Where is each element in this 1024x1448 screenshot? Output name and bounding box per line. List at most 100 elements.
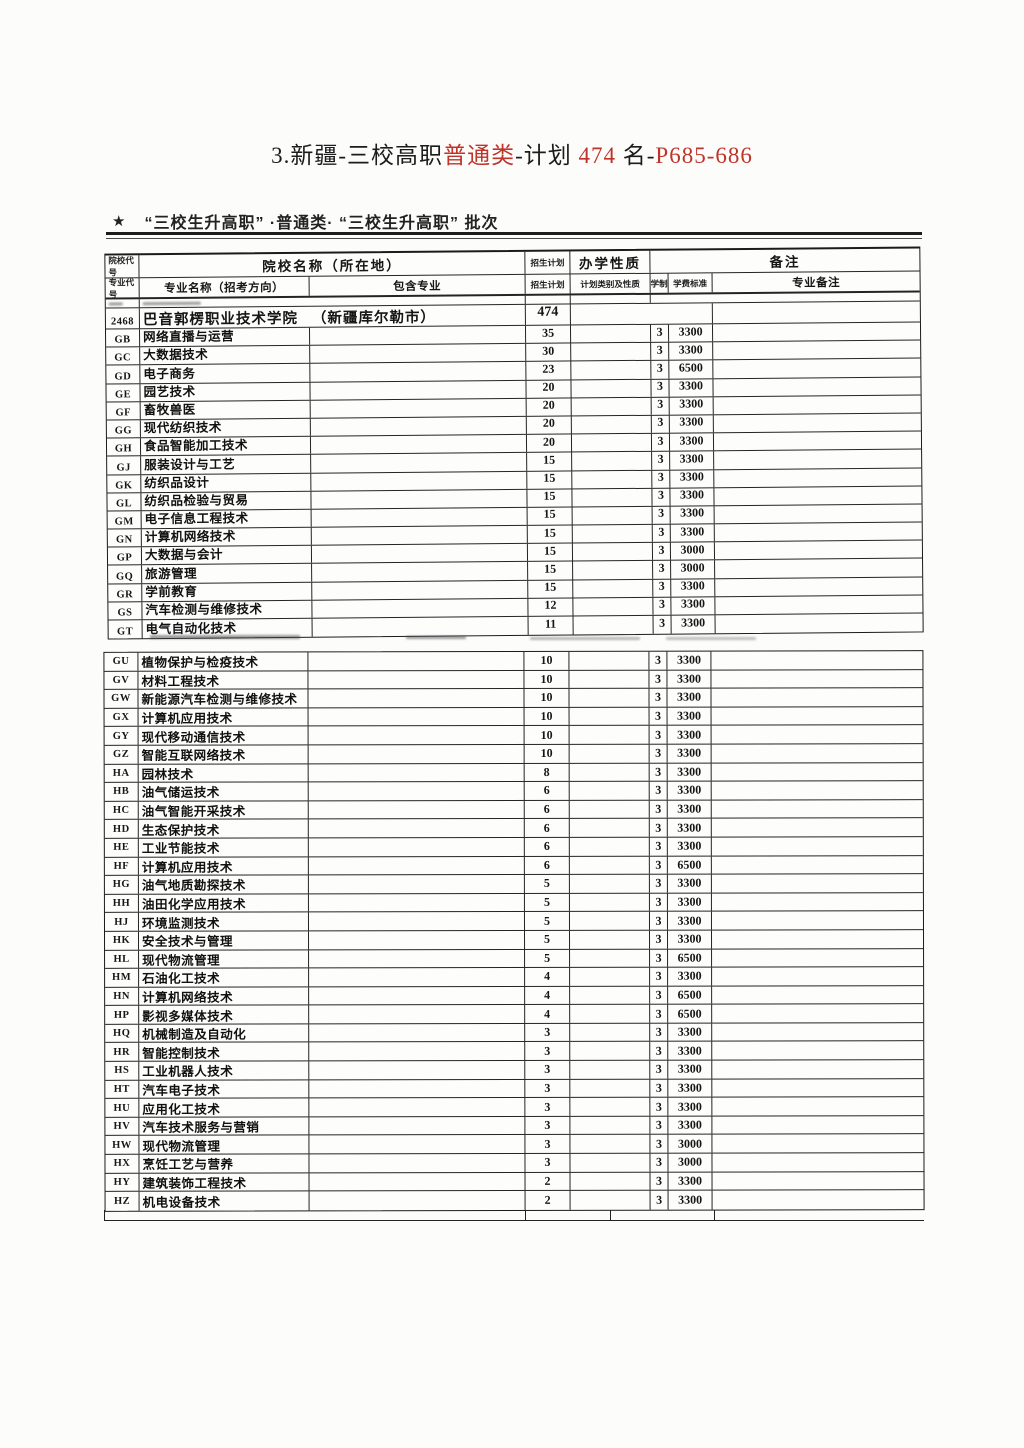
tuition-fee: 3300 <box>668 1190 713 1210</box>
major-name: 生态保护技术 <box>138 819 309 838</box>
table-row: HC 油气智能开采技术 6 3 3300 <box>104 799 923 821</box>
major-code: GV <box>104 671 139 690</box>
major-code: HE <box>104 838 139 857</box>
major-code: GQ <box>108 565 143 584</box>
college-name-cell: 巴音郭楞职业技术学院 （新疆库尔勒市） <box>139 304 526 329</box>
major-code: HJ <box>104 913 139 931</box>
table-row: HG 油气地质勘探技术 5 3 3300 <box>104 874 923 895</box>
study-years: 3 <box>651 379 670 397</box>
scan-stitch-band <box>106 632 924 649</box>
table-row: HS 工业机器人技术 3 3 3300 <box>105 1060 924 1081</box>
study-years: 3 <box>652 488 671 506</box>
plan-count: 12 <box>528 598 574 616</box>
title-segment: 名- <box>615 143 656 168</box>
major-name: 服装设计与工艺 <box>141 455 312 474</box>
included-majors-cell <box>308 782 525 801</box>
table-row: HL 现代物流管理 5 3 6500 <box>105 948 924 969</box>
plan-type-cell <box>570 324 652 343</box>
remark-cell <box>712 763 923 781</box>
major-rows-block2: GU 植物保护与检疫技术 10 3 3300 GV 材料工程技术 10 3 <box>104 651 924 1211</box>
plan-count: 5 <box>524 875 570 893</box>
plan-count: 8 <box>524 763 570 782</box>
plan-type-cell <box>570 1172 651 1191</box>
header-college-name: 院校名称（所在地） <box>139 251 526 278</box>
plan-count: 4 <box>525 1005 571 1023</box>
tuition-fee: 3300 <box>670 524 715 542</box>
included-majors-cell <box>308 819 525 838</box>
study-years: 3 <box>652 451 671 470</box>
major-code: HC <box>104 801 139 820</box>
plan-type-cell <box>569 670 650 689</box>
table-row: HQ 机械制造及自动化 3 3 3300 <box>105 1023 924 1044</box>
remark-cell <box>712 1116 923 1134</box>
table-row: HT 汽车电子技术 3 3 3300 <box>105 1078 924 1100</box>
remark-cell <box>714 432 921 451</box>
included-majors-cell <box>309 949 526 968</box>
major-name: 新能源汽车检测与维修技术 <box>138 689 309 708</box>
tuition-fee: 3300 <box>667 651 712 670</box>
remark-cell <box>714 413 921 432</box>
tuition-fee: 6500 <box>668 949 713 967</box>
remark-cell <box>714 486 921 505</box>
tuition-fee: 3300 <box>668 967 713 986</box>
included-majors-cell <box>309 930 526 949</box>
major-name: 工业机器人技术 <box>139 1061 310 1080</box>
study-years: 3 <box>649 707 668 726</box>
table-row: HJ 环境监测技术 5 3 3300 <box>104 911 923 932</box>
tuition-fee: 3300 <box>667 725 712 744</box>
plan-count: 3 <box>525 1116 571 1135</box>
plan-count: 10 <box>524 744 570 763</box>
tuition-fee: 3300 <box>671 578 716 597</box>
plan-count: 5 <box>524 912 570 930</box>
included-majors-cell <box>311 471 528 491</box>
tuition-fee: 3300 <box>667 800 712 819</box>
plan-count: 15 <box>527 470 573 489</box>
plan-type-cell <box>569 688 650 707</box>
plan-type-cell <box>569 726 650 744</box>
included-majors-cell <box>308 856 525 875</box>
tuition-fee: 3300 <box>668 324 714 342</box>
remark-cell <box>713 359 920 378</box>
remark-cell <box>712 707 923 725</box>
plan-type-cell <box>570 1190 651 1210</box>
remark-cell <box>713 341 920 360</box>
tuition-fee: 3300 <box>668 1172 713 1190</box>
major-code: GB <box>105 329 141 347</box>
plan-type-cell <box>570 949 651 967</box>
study-years: 3 <box>650 949 669 967</box>
major-name: 油田化学应用技术 <box>138 894 309 913</box>
plan-type-cell <box>570 1042 651 1060</box>
header-plan-2: 招生计划 <box>525 274 571 294</box>
major-name: 机电设备技术 <box>139 1191 310 1211</box>
remark-cell <box>712 726 923 744</box>
remark-cell <box>715 577 922 596</box>
table-row: HW 现代物流管理 3 3 3000 <box>105 1134 924 1155</box>
study-years: 3 <box>650 1135 669 1153</box>
plan-count: 20 <box>526 398 572 416</box>
study-years: 3 <box>652 542 672 561</box>
major-name: 工业节能技术 <box>138 838 309 857</box>
major-name: 大数据技术 <box>140 345 311 365</box>
remark-cell <box>715 504 922 523</box>
study-years: 3 <box>653 579 672 597</box>
major-name: 计算机网络技术 <box>141 527 312 547</box>
included-majors-cell <box>308 800 525 819</box>
tuition-fee: 3300 <box>668 1042 713 1060</box>
tuition-fee: 3300 <box>667 707 712 726</box>
major-code: HG <box>104 875 139 894</box>
study-years: 3 <box>650 1097 669 1116</box>
table-row: HH 油田化学应用技术 5 3 3300 <box>104 892 923 914</box>
study-years: 3 <box>651 342 670 361</box>
included-majors-cell <box>309 1023 526 1042</box>
study-years: 3 <box>649 874 668 893</box>
major-name: 汽车技术服务与营销 <box>139 1117 310 1136</box>
major-code: HA <box>104 764 139 783</box>
included-majors-cell <box>312 580 529 600</box>
major-code: GM <box>107 511 142 529</box>
included-majors-cell <box>310 380 527 400</box>
major-code: GG <box>106 420 141 438</box>
major-name: 油气智能开采技术 <box>138 801 309 820</box>
major-code: GZ <box>104 745 139 764</box>
table-row: HZ 机电设备技术 2 3 3300 <box>105 1190 924 1211</box>
